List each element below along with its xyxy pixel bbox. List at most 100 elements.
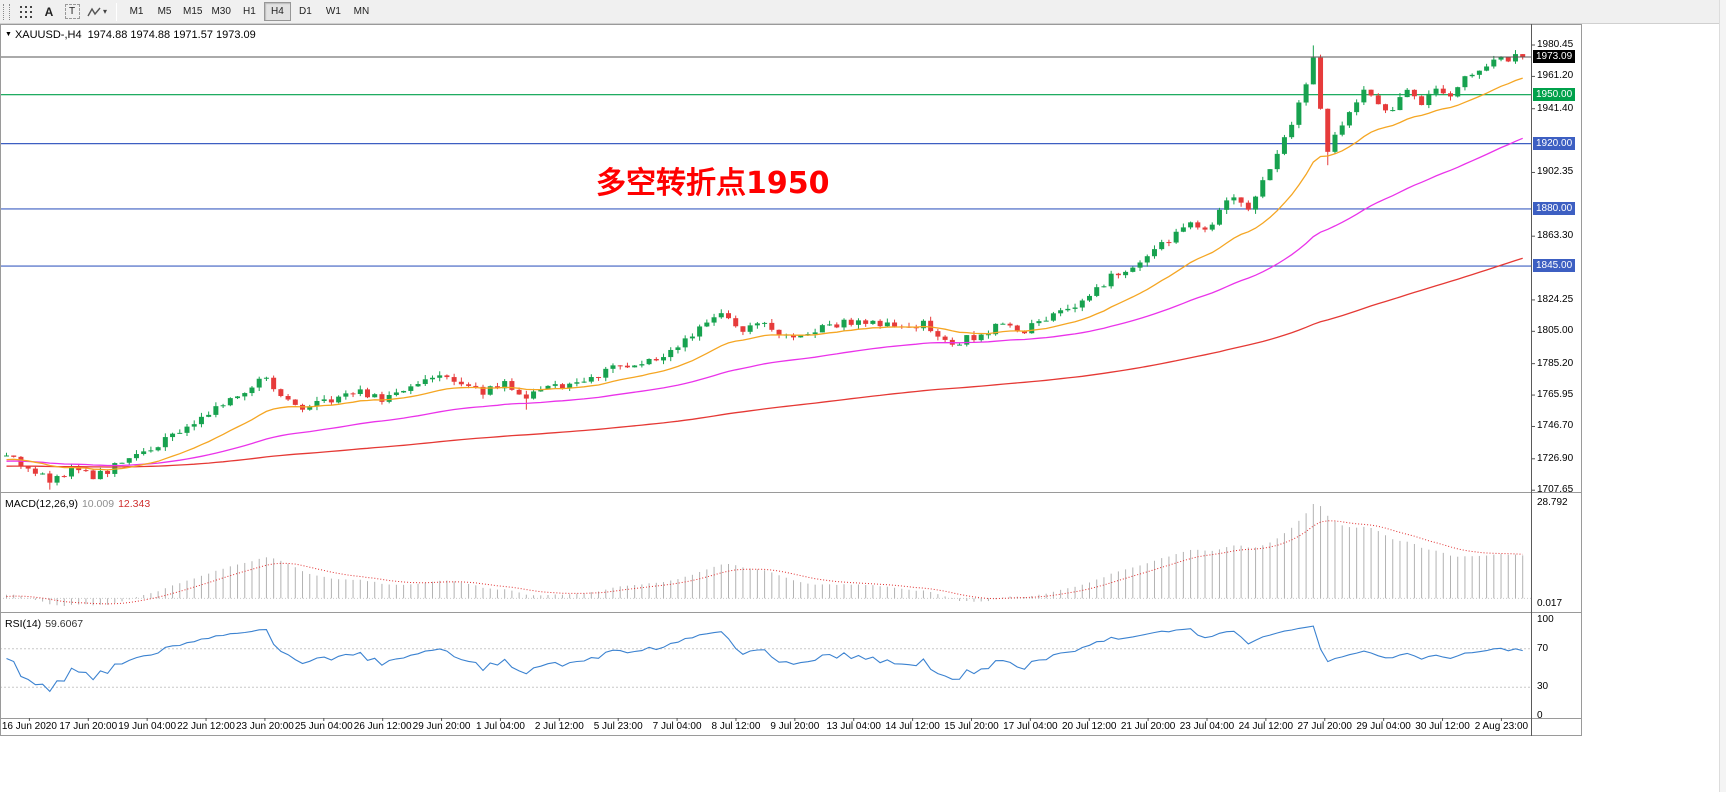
grid-tool-button[interactable] [15,2,37,22]
candle-body [1505,57,1511,62]
right-scrollbar[interactable] [1719,0,1726,792]
candle-body [1195,222,1201,228]
candle-body [790,334,796,338]
candle-body [133,454,139,459]
candle-body [819,325,825,333]
timeframe-button-m1[interactable]: M1 [123,2,150,21]
candle-body [740,326,746,332]
zigzag-icon [87,7,101,16]
macd-signal-value: 12.343 [118,498,151,510]
candle-body [242,393,248,397]
candle-body [567,383,573,389]
candle-body [1159,242,1165,250]
rsi-name: RSI(14) [5,618,42,630]
candle-body [393,392,399,396]
timeframe-button-d1[interactable]: D1 [292,2,319,21]
candle-body [769,322,775,330]
candle-body [11,455,17,457]
candle-body [531,391,537,399]
candle-body [798,335,804,338]
timeframe-button-m15[interactable]: M15 [179,2,206,21]
candle-body [1267,169,1273,181]
candle-body [985,334,991,336]
candle-body [61,476,67,478]
candle-body [480,386,486,395]
timeframe-buttons: M1 M5 M15 M30 H1 H4 D1 W1 MN [123,2,375,21]
candle-body [1512,54,1518,62]
candle-body [733,318,739,327]
candle-body [1411,89,1417,97]
candle-body [1101,286,1107,288]
candle-body [704,322,710,327]
chart-symbol-period: XAUUSD-,H4 [14,29,82,41]
candle-body [1397,97,1403,111]
macd-main-value: 10.009 [81,498,115,510]
timeframe-button-h1[interactable]: H1 [236,2,263,21]
candle-body [855,320,861,325]
timeframe-button-m30[interactable]: M30 [207,2,234,21]
candle-body [184,426,190,433]
timeframe-button-m5[interactable]: M5 [151,2,178,21]
candle-body [1484,66,1490,71]
candle-body [942,336,948,340]
candle-body [1383,104,1389,111]
candle-body [1216,209,1222,225]
candle-body [1274,153,1280,170]
candle-body [451,377,457,382]
candle-body [415,384,421,387]
candle-body [1346,112,1352,126]
timeframe-button-mn[interactable]: MN [348,2,375,21]
candle-body [639,364,645,366]
candle-body [1440,88,1446,94]
candle-body [1260,180,1266,197]
candle-body [1253,196,1259,210]
candle-body [957,344,963,346]
ma-slow-line [6,257,1523,468]
candle-body [1303,84,1309,103]
candle-body [249,387,255,394]
candle-body [1094,287,1100,296]
candle-body [559,384,565,389]
candle-body [1448,93,1453,97]
timeframe-button-w1[interactable]: W1 [320,2,347,21]
rsi-line [6,625,1523,693]
candle-body [1476,70,1482,75]
candle-body [1036,321,1042,324]
candle-body [632,365,638,368]
candle-body [653,358,659,361]
candle-body [1000,323,1006,325]
pane-borders [0,24,1582,736]
macd-histogram [6,504,1524,606]
candle-body [1354,102,1360,113]
candle-body [675,347,681,350]
timeframe-button-h4[interactable]: H4 [263,2,291,21]
candle-body [993,323,999,335]
candle-body [1231,197,1237,201]
toolbar-separator [116,2,118,21]
toolbar-grip[interactable] [3,3,10,20]
candle-body [1043,320,1049,322]
candle-body [1137,262,1143,268]
candle-body [1462,76,1468,88]
dropdown-caret-icon: ▾ [103,7,108,16]
candle-body [1289,124,1295,138]
candle-body [1455,87,1461,97]
candle-body [47,473,53,483]
text-tool-button[interactable]: T [61,2,83,22]
shapes-tool-button[interactable]: ▾ [84,2,110,22]
text-label-tool-button[interactable]: A [38,2,60,22]
candle-body [841,319,847,328]
candle-body [726,313,731,319]
candle-body [920,320,926,329]
main-toolbar: A T ▾ M1 M5 M15 M30 H1 H4 D1 W1 MN [0,0,1726,24]
collapse-triangle-icon[interactable]: ▼ [5,31,12,38]
candle-body [1007,323,1013,326]
candle-body [870,320,876,324]
candle-body [365,389,370,398]
chart-annotation-text[interactable]: 多空转折点1950 [596,166,830,201]
candle-body [978,334,984,341]
candle-body [235,396,241,399]
candle-body [1419,96,1425,106]
